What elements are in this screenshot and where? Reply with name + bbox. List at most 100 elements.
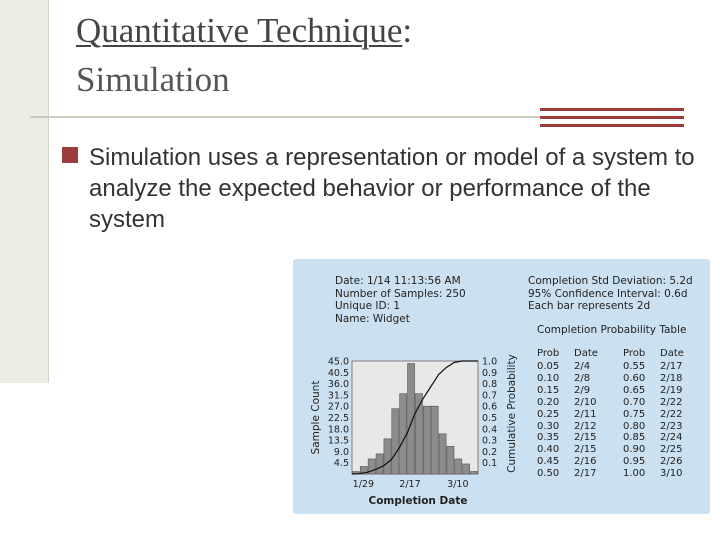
bullet-square-icon (62, 147, 78, 163)
y2-axis-label: Cumulative Probability (506, 354, 518, 473)
table-row: 0.15 2/9 0.65 2/19 (537, 385, 700, 397)
x-tick-label: 3/10 (447, 479, 468, 490)
title-main: Quantitative Technique (76, 11, 403, 50)
table-cell: 0.40 (537, 444, 560, 456)
accent-bar (540, 108, 684, 111)
table-row: 0.35 2/15 0.85 2/24 (537, 432, 700, 444)
table-cell: 2/8 (574, 372, 591, 384)
table-title: Completion Probability Table (537, 324, 687, 336)
table-row: 0.10 2/8 0.60 2/18 (537, 373, 700, 385)
table-cell: 0.30 (537, 420, 560, 432)
table-cell: 2/18 (660, 372, 683, 384)
y-tick-label: 18.0 (328, 424, 349, 435)
table-header-cell: Date (574, 348, 598, 360)
y-tick-label: 22.5 (328, 413, 349, 424)
table-header-cell: Prob (623, 348, 646, 360)
table-cell: 0.95 (623, 456, 646, 468)
table-cell: 0.25 (537, 408, 560, 420)
table-cell: 0.90 (623, 444, 646, 456)
table-header-cell: Prob (537, 348, 560, 360)
table-cell: 3/10 (660, 468, 683, 480)
histogram-bar (391, 408, 400, 475)
table-cell: 2/15 (574, 444, 597, 456)
table-row: 0.25 2/11 0.75 2/22 (537, 409, 700, 421)
x-axis-label: Completion Date (368, 495, 467, 507)
y-tick-label: 27.0 (328, 402, 349, 413)
table-cell: 2/24 (660, 432, 683, 444)
table-cell: 2/22 (660, 408, 683, 420)
table-cell: 2/10 (574, 396, 597, 408)
histogram-bar (422, 405, 431, 475)
y-axis-label: Sample Count (310, 381, 322, 455)
y2-tick-label: 0.1 (482, 458, 497, 469)
histogram-bar (415, 393, 423, 475)
y-tick-label: 40.5 (328, 368, 349, 379)
table-row: 0.40 2/15 0.90 2/25 (537, 444, 700, 456)
histogram-bar (438, 433, 447, 475)
table-cell: 0.75 (623, 408, 646, 420)
histogram-bar (375, 453, 384, 475)
table-cell: 0.85 (623, 432, 646, 444)
table-cell: 2/17 (574, 468, 597, 480)
title-divider (30, 116, 540, 118)
info-line: Completion Std Deviation: 5.2d (528, 275, 693, 287)
slide-subtitle: Simulation (76, 60, 230, 99)
slide-title: Quantitative Technique: Simulation (76, 10, 636, 102)
info-line: Number of Samples: 250 (335, 287, 466, 300)
x-tick-label: 2/17 (399, 479, 420, 490)
info-line: Date: 1/14 11:13:56 AM (335, 275, 461, 287)
histogram-bar (407, 363, 415, 475)
y2-tick-label: 0.5 (482, 413, 497, 424)
info-line: 95% Confidence Interval: 0.6d (528, 287, 688, 300)
x-tick-label: 1/29 (353, 479, 374, 490)
y-tick-label: 36.0 (328, 379, 349, 390)
y-tick-label: 13.5 (328, 436, 349, 447)
table-header-row: Prob Date Prob Date (537, 347, 700, 361)
accent-bar (540, 116, 684, 119)
table-cell: 0.50 (537, 468, 560, 480)
table-cell: 0.35 (537, 432, 560, 444)
table-cell: 0.15 (537, 384, 560, 396)
y2-tick-label: 0.9 (482, 368, 497, 379)
table-cell: 0.20 (537, 396, 560, 408)
table-cell: 0.65 (623, 384, 646, 396)
info-line: Each bar represents 2d (528, 300, 651, 312)
table-cell: 2/15 (574, 432, 597, 444)
table-cell: 0.55 (623, 361, 646, 372)
table-cell: 2/9 (574, 384, 591, 396)
simulation-figure: Completion Probability Table Prob Date Pro… (293, 259, 710, 514)
table-cell: 2/26 (660, 456, 683, 468)
y-tick-label: 31.5 (328, 390, 349, 401)
table-cell: 0.05 (537, 361, 560, 372)
histogram-bar (446, 446, 455, 475)
y2-tick-label: 0.4 (482, 424, 497, 435)
histogram-bar (399, 393, 408, 475)
histogram-bar (462, 463, 471, 475)
table-cell: 2/25 (660, 444, 683, 456)
table-cell: 0.60 (623, 372, 646, 384)
table-row: 0.30 2/12 0.80 2/23 (537, 421, 700, 433)
plot-area (351, 360, 479, 475)
table-cell: 2/11 (574, 408, 597, 420)
y2-tick-label: 0.3 (482, 436, 497, 447)
info-line: Name: Widget (335, 312, 410, 325)
title-line: Quantitative Technique: (76, 10, 636, 52)
table-cell: 2/16 (574, 456, 597, 468)
table-cell: 2/12 (574, 420, 597, 432)
table-row: 0.45 2/16 0.95 2/26 (537, 456, 700, 468)
histogram-bar (359, 466, 368, 475)
info-line: Unique ID: 1 (335, 300, 401, 312)
y-tick-label: 9.0 (334, 447, 349, 458)
histogram-bar (383, 438, 392, 475)
y2-tick-label: 0.2 (482, 447, 497, 458)
table-cell: 2/19 (660, 384, 683, 396)
accent-bar (540, 124, 684, 127)
table-cell: 2/4 (574, 361, 591, 372)
table-cell: 0.80 (623, 420, 646, 432)
table-row: 0.20 2/10 0.70 2/22 (537, 397, 700, 409)
y2-tick-label: 0.6 (482, 402, 497, 413)
y-tick-label: 45.0 (328, 357, 349, 368)
table-cell: 0.45 (537, 456, 560, 468)
table-cell: 1.00 (623, 468, 646, 480)
histogram-bar (367, 458, 376, 475)
